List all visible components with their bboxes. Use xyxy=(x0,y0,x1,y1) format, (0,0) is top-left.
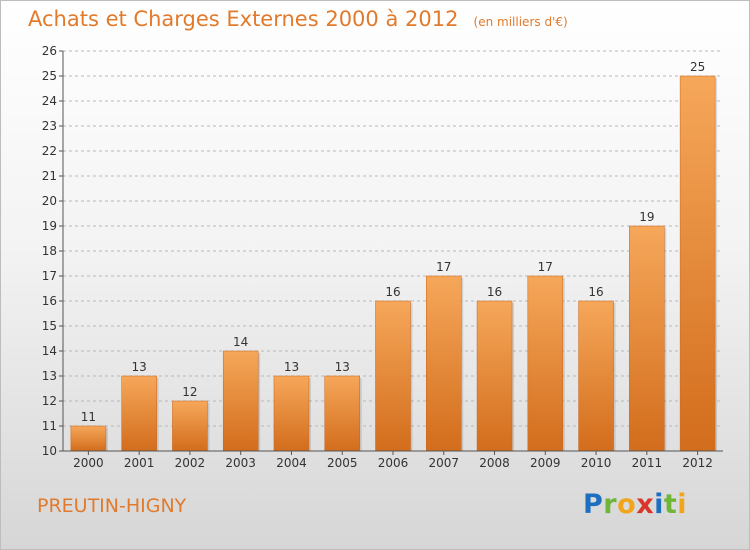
value-label: 13 xyxy=(132,360,147,374)
bar xyxy=(629,225,665,452)
bar xyxy=(476,300,513,452)
y-tick-label: 11 xyxy=(42,419,57,433)
proxiti-logo: Proxiti xyxy=(583,489,687,520)
y-tick-label: 20 xyxy=(42,194,57,208)
x-tick-label: 2003 xyxy=(225,456,256,470)
value-label: 17 xyxy=(436,260,451,274)
y-tick-label: 14 xyxy=(42,344,57,358)
x-tick-label: 2001 xyxy=(124,456,155,470)
value-label: 19 xyxy=(639,210,654,224)
bar xyxy=(578,300,614,452)
y-tick-label: 12 xyxy=(42,394,57,408)
bar xyxy=(121,375,157,452)
bar xyxy=(222,350,259,452)
value-label: 16 xyxy=(588,285,603,299)
bar xyxy=(324,375,360,452)
value-label: 13 xyxy=(335,360,350,374)
x-tick-label: 2005 xyxy=(327,456,358,470)
y-tick-label: 18 xyxy=(42,244,57,258)
logo-letter: r xyxy=(603,489,618,520)
y-tick-label: 10 xyxy=(42,444,57,458)
bar xyxy=(527,275,564,452)
bar xyxy=(426,275,462,452)
x-tick-label: 2006 xyxy=(378,456,409,470)
x-tick-label: 2002 xyxy=(175,456,206,470)
y-tick-label: 17 xyxy=(42,269,57,283)
y-tick-label: 22 xyxy=(42,144,57,158)
bar xyxy=(375,300,411,452)
x-tick-label: 2012 xyxy=(682,456,713,470)
y-tick-label: 19 xyxy=(42,219,57,233)
value-label: 16 xyxy=(385,285,400,299)
chart-title: Achats et Charges Externes 2000 à 2012 (… xyxy=(28,7,568,31)
x-tick-label: 2009 xyxy=(530,456,561,470)
value-label: 14 xyxy=(233,335,248,349)
logo-letter: i xyxy=(677,489,688,520)
commune-name: PREUTIN-HIGNY xyxy=(37,495,187,517)
x-tick-label: 2008 xyxy=(479,456,510,470)
bar xyxy=(679,75,716,452)
y-tick-label: 13 xyxy=(42,369,57,383)
value-label: 11 xyxy=(81,410,96,424)
y-tick-label: 16 xyxy=(42,294,57,308)
bar xyxy=(172,400,208,452)
logo-letter: i xyxy=(654,489,664,520)
bar-chart: 10 11 12 13 14 15 16 17 18 19 20 21 22 23 24 25 26 11 2000… xyxy=(42,44,723,470)
y-tick-label: 21 xyxy=(42,169,57,183)
bar xyxy=(70,425,107,452)
logo-letter: t xyxy=(663,489,678,520)
y-tick-label: 15 xyxy=(42,319,57,333)
y-tick-label: 24 xyxy=(42,94,57,108)
y-tick-label: 23 xyxy=(42,119,57,133)
x-tick-label: 2010 xyxy=(581,456,612,470)
x-tick-label: 2000 xyxy=(73,456,104,470)
value-label: 25 xyxy=(690,60,705,74)
value-label: 13 xyxy=(284,360,299,374)
chart-title-main: Achats et Charges Externes 2000 à 2012 xyxy=(28,7,459,31)
chart-title-unit: (en milliers d'€) xyxy=(473,15,568,29)
x-tick-label: 2007 xyxy=(428,456,459,470)
bar xyxy=(273,375,310,452)
x-tick-label: 2011 xyxy=(632,456,663,470)
value-label: 16 xyxy=(487,285,502,299)
logo-letter: x xyxy=(636,489,655,520)
value-label: 12 xyxy=(182,385,197,399)
y-tick-label: 26 xyxy=(42,44,57,58)
y-tick-label: 25 xyxy=(42,69,57,83)
logo-letter: P xyxy=(583,489,604,520)
logo-letter: o xyxy=(617,489,637,520)
x-tick-label: 2004 xyxy=(276,456,307,470)
value-label: 17 xyxy=(538,260,553,274)
